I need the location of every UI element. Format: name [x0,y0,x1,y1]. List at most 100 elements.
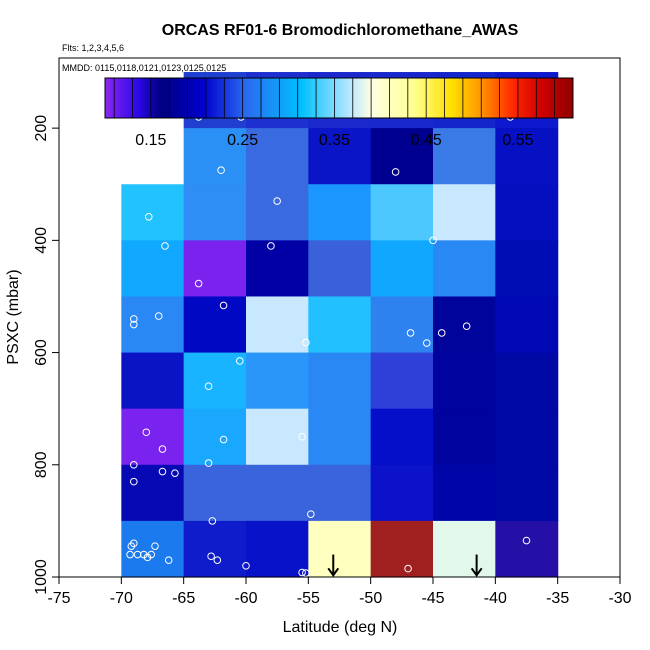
heatmap-cell [370,128,434,185]
heatmap-cell [433,296,496,354]
heatmap-cell [308,352,372,410]
sample-point [126,550,134,559]
colorbar-tick-label: 0.35 [319,132,350,149]
sample-point [130,539,138,548]
x-tick-label: -40 [484,590,507,607]
heatmap-cell [308,520,372,578]
sample-point [302,338,310,347]
colorbar-gradient [104,77,574,119]
sample-point [208,517,217,525]
heatmap-cell [433,408,496,466]
heatmap-cell [495,296,559,354]
heatmap-cell [183,296,247,354]
sample-point [144,212,153,221]
sample-point [158,467,167,476]
sample-point [158,445,167,453]
sample-point [307,510,315,518]
sample-point [164,556,173,564]
heatmap-cell [246,352,309,410]
x-tick-label: -35 [546,590,569,607]
heatmap-cell [495,520,559,578]
heatmap-cell [183,464,247,522]
sample-point [242,561,250,570]
sample-point [273,197,281,205]
heatmap-cell [121,296,185,354]
heatmap-cell [370,352,434,410]
y-tick-label: 800 [33,451,50,478]
heatmap-cell [246,240,309,298]
heatmap-cell [121,408,185,466]
heatmap-cell [370,184,434,241]
heatmap-cell [183,520,247,578]
heatmap-cell [433,520,496,578]
arrow-head [327,567,340,578]
heatmap-cell [308,128,372,185]
heatmap-cell [246,296,309,354]
heatmap-cell [308,408,372,466]
colorbar-tick-label: 0.25 [227,132,258,149]
heatmap-cell [433,352,496,410]
sample-point [404,564,412,573]
heatmap-cell [495,408,559,466]
sample-point [235,357,244,365]
sample-point [130,320,138,329]
arrow-head [470,567,483,578]
heatmap-cell [495,240,559,298]
sample-point [194,279,203,288]
x-tick-label: -65 [172,590,195,607]
heatmap-cell [246,408,309,466]
heatmap-cell [370,520,434,578]
sample-point [147,550,156,559]
x-axis-title: Latitude (deg N) [283,619,398,636]
y-axis: 200 400 600 800 1000 [33,58,60,595]
heatmap-cell [246,520,309,578]
sample-point [130,460,138,469]
heatmap-cell [308,296,372,354]
heatmap-cell [433,128,496,185]
sample-point [204,459,213,467]
sample-point [391,168,400,176]
heatmap-cell [308,184,372,241]
y-tick-label: 400 [33,227,50,254]
heatmap-cell [495,184,559,241]
y-tick-label: 200 [33,115,50,142]
y-axis-title: PSXC (mbar) [5,269,22,364]
heatmap-cell [183,240,247,298]
heatmap-cell [495,128,559,185]
sample-point [406,329,415,337]
x-axis: -75 -70 -65 -60 -55 -50 -45 -40 -35 -30 [47,576,632,607]
heatmap-cell [121,240,185,298]
heatmap-cell [308,240,372,298]
sample-point [298,432,306,441]
heatmap-cell [433,240,496,298]
colorbar-tick-label: 0.15 [135,132,166,149]
heatmap-cell [370,240,434,298]
heatmap-cell [495,352,559,410]
heatmap-cell [433,184,496,241]
heatmap-cell [370,408,434,466]
sample-point [213,556,222,564]
sample-point [142,428,151,437]
sample-point [298,568,306,577]
sample-point [522,536,531,545]
sample-point [151,542,159,550]
sample-point [171,469,179,478]
sample-point [302,569,310,577]
heatmap-cell [370,464,434,522]
chart-title: ORCAS RF01-6 Bromodichloromethane_AWAS [162,22,519,39]
heatmap-cell [246,128,309,185]
heatmap-cell [121,352,185,410]
colorbar: MMDD: 0115,0118,0121,0123,0125,0125 0.15… [62,63,574,149]
flights-label: Flts: 1,2,3,4,5,6 [62,43,124,53]
sample-point [207,552,215,561]
sample-point [154,312,163,320]
x-tick-label: -55 [297,590,320,607]
sample-point [462,322,471,330]
sample-point [161,242,169,250]
heatmap-cell [183,352,247,410]
dates-label: MMDD: 0115,0118,0121,0123,0125,0125 [62,63,226,73]
sample-point [429,236,437,245]
sample-point [217,166,225,175]
sample-point [204,382,213,391]
